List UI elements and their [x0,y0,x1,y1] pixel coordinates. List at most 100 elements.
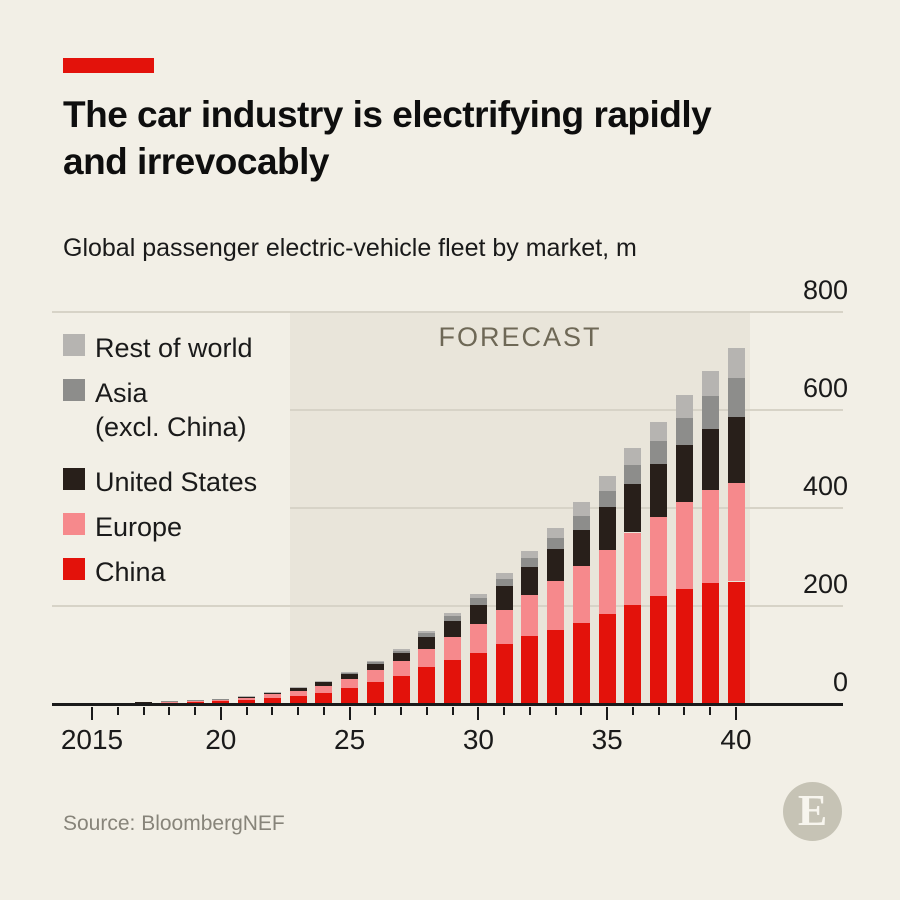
y-axis-label-800: 800 [802,275,848,305]
bar-segment-china-2040 [727,581,745,704]
bar-segment-asia-excl-china--2031 [495,578,513,586]
bar-segment-europe-2023 [289,690,307,696]
y-axis-label-400: 400 [802,471,848,501]
bar-segment-china-2039 [701,583,719,704]
bar-segment-united-states-2021 [238,696,256,698]
bar-segment-europe-2027 [392,661,410,677]
bar-segment-china-2033 [547,629,565,704]
bar-segment-europe-2030 [469,624,487,653]
bar-segment-europe-2025 [341,679,359,688]
x-axis-tick-2040 [735,707,737,720]
bar-segment-europe-2028 [418,648,436,668]
x-axis-label-2025: 25 [334,724,366,755]
y-axis-label-0: 0 [832,667,848,697]
bar-segment-united-states-2018 [160,701,178,702]
bar-segment-china-2027 [392,676,410,704]
gridline-600 [290,409,843,411]
legend-label: Asia (excl. China) [95,378,247,442]
bar-segment-china-2034 [572,622,590,704]
bar-segment-china-2036 [624,605,642,704]
x-axis-tick-2037 [657,707,660,715]
legend-swatch [63,513,85,535]
bar-segment-rest-of-world-2040 [727,347,745,378]
bar-segment-united-states-2027 [392,653,410,662]
gridline-800 [52,311,843,313]
bar-segment-rest-of-world-2036 [624,448,642,466]
legend-swatch [63,334,85,356]
bar-segment-asia-excl-china--2039 [701,396,719,429]
bar-segment-europe-2040 [727,482,745,582]
bar-segment-asia-excl-china--2024 [315,681,333,683]
bar-segment-asia-excl-china--2037 [650,441,668,464]
bar-segment-united-states-2029 [444,621,462,637]
bar-segment-united-states-2024 [315,682,333,687]
x-axis-tick-2017 [142,707,145,715]
bar-segment-europe-2038 [675,502,693,589]
bar-segment-united-states-2020 [212,698,230,700]
bar-segment-united-states-2028 [418,636,436,649]
bar-segment-asia-excl-china--2030 [469,598,487,605]
x-axis-tick-2020 [219,707,222,720]
x-axis-tick-2019 [194,707,197,715]
x-axis-tick-2018 [168,707,171,715]
bar-segment-asia-excl-china--2028 [418,632,436,637]
bar-segment-asia-excl-china--2025 [341,672,359,675]
x-axis-tick-2036 [631,707,634,715]
x-axis-tick-2035 [606,707,609,720]
bar-segment-rest-of-world-2037 [650,421,668,442]
bar-segment-asia-excl-china--2027 [392,650,410,654]
bar-segment-asia-excl-china--2035 [598,490,616,507]
gridline-200 [52,605,843,607]
economist-logo-letter: E [797,785,828,835]
x-axis-tick-2021 [245,707,248,715]
bar-segment-united-states-2031 [495,585,513,610]
bar-segment-china-2038 [675,588,693,704]
x-axis-tick-2029 [451,707,454,715]
bar-segment-china-2035 [598,613,616,704]
x-axis-label-2030: 30 [462,724,494,755]
legend-swatch [63,379,85,401]
bar-segment-united-states-2037 [650,463,668,517]
forecast-label: FORECAST [438,322,602,352]
bar-segment-china-2032 [521,636,539,704]
bar-segment-united-states-2030 [469,604,487,625]
bar-segment-asia-excl-china--2038 [675,417,693,445]
chart-subtitle: Global passenger electric-vehicle fleet … [63,234,637,262]
x-axis-tick-2032 [528,707,531,715]
bar-segment-europe-2034 [572,566,590,623]
bar-segment-asia-excl-china--2036 [624,465,642,484]
x-axis-tick-2026 [374,707,377,715]
bar-segment-united-states-2019 [186,700,204,702]
bar-segment-asia-excl-china--2026 [366,661,384,664]
bar-segment-europe-2037 [650,516,668,597]
bar-segment-united-states-2033 [547,548,565,581]
page-title: The car industry is electrifying rapidly… [63,94,712,182]
bar-segment-united-states-2022 [263,692,281,695]
legend-label: China [95,557,166,587]
bar-segment-china-2023 [289,695,307,704]
x-axis-tick-2030 [477,707,480,720]
bar-segment-europe-2029 [444,636,462,660]
bar-segment-europe-2019 [186,701,204,703]
gridline-400 [290,507,843,509]
x-axis-tick-2023 [297,707,300,715]
bar-segment-europe-2018 [160,701,178,703]
bar-segment-china-2037 [650,596,668,704]
x-axis-tick-2039 [709,707,712,715]
bar-segment-rest-of-world-2028 [418,630,436,633]
bar-segment-china-2029 [444,659,462,704]
brand-accent-bar [63,58,154,73]
bar-segment-rest-of-world-2035 [598,475,616,491]
bar-segment-united-states-2035 [598,506,616,550]
bar-segment-rest-of-world-2025 [341,671,359,673]
bar-segment-rest-of-world-2027 [392,649,410,651]
bar-segment-rest-of-world-2029 [444,612,462,617]
bar-segment-rest-of-world-2026 [366,660,384,662]
bar-segment-rest-of-world-2039 [701,370,719,397]
bar-segment-china-2021 [238,700,256,704]
x-axis-tick-2031 [503,707,506,715]
x-axis-tick-2027 [400,707,403,715]
bar-segment-united-states-2034 [572,529,590,567]
bar-segment-europe-2039 [701,490,719,584]
